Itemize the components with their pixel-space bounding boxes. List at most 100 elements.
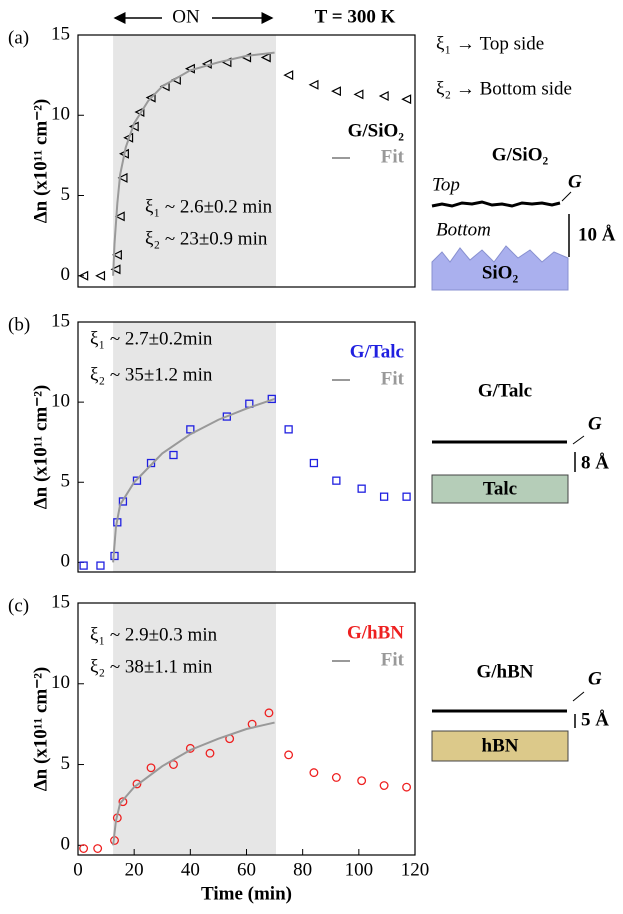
- y-tick-label: 15: [51, 23, 70, 44]
- data-point: [79, 561, 88, 570]
- data-point: [309, 768, 319, 778]
- fit-line: [112, 397, 275, 563]
- substrate-label: Talc: [483, 478, 517, 499]
- plot-frame: [77, 321, 416, 573]
- y-tick-label: 0: [61, 551, 71, 572]
- y-tick-label: 0: [61, 834, 71, 855]
- substrate: [431, 474, 569, 504]
- y-axis-label: Δn (x10¹¹ cm⁻²): [30, 385, 51, 510]
- plot-frame: [77, 34, 416, 288]
- data-point: [357, 484, 366, 493]
- diagram-label: G: [588, 413, 602, 434]
- panel-label: (b): [8, 314, 30, 335]
- data-point: [402, 782, 412, 792]
- data-point: [132, 779, 142, 789]
- x-axis-label: Time (min): [201, 883, 292, 904]
- data-point: [222, 412, 231, 421]
- data-point: [117, 172, 128, 183]
- y-axis-label: Δn (x10¹¹ cm⁻²): [30, 99, 51, 224]
- x-tick-label: 100: [345, 859, 374, 880]
- gap-label: 10 Å: [578, 224, 616, 245]
- side-legend: ξ₂ → Bottom side: [436, 78, 572, 99]
- data-point: [284, 425, 293, 434]
- on-region: [113, 35, 276, 287]
- legend-entry: G/SiO₂: [348, 120, 405, 141]
- data-point: [267, 394, 276, 404]
- data-point: [118, 797, 128, 807]
- substrate: [431, 730, 569, 762]
- y-axis-label: Δn (x10¹¹ cm⁻²): [30, 667, 51, 792]
- data-point: [284, 750, 294, 760]
- substrate-label: hBN: [482, 735, 519, 756]
- data-point: [78, 270, 89, 281]
- x-tick-label: 20: [125, 859, 144, 880]
- data-point: [379, 781, 389, 790]
- annotation: ξ₂ ~ 23±0.9 min: [145, 228, 268, 249]
- graphene: [431, 200, 561, 208]
- y-tick-label: 10: [51, 390, 70, 411]
- data-point: [401, 94, 412, 105]
- data-point: [283, 70, 294, 81]
- data-point: [93, 844, 103, 853]
- panel-label: (a): [8, 27, 29, 48]
- data-point: [357, 776, 367, 786]
- fit-line: [112, 721, 275, 846]
- annotation: ξ₂ ~ 38±1.1 min: [90, 656, 213, 677]
- data-point: [96, 561, 105, 570]
- data-point: [260, 52, 271, 63]
- data-point: [79, 844, 89, 853]
- data-point: [331, 86, 341, 97]
- data-point: [118, 497, 128, 506]
- on-region: [113, 322, 276, 572]
- annotation: ξ₁ ~ 2.9±0.3 min: [90, 624, 218, 645]
- diagram-title: G/SiO₂: [492, 144, 549, 165]
- data-point: [308, 79, 319, 90]
- x-tick-label: 60: [237, 859, 256, 880]
- annotation: ξ₁ ~ 2.6±0.2 min: [145, 196, 273, 217]
- legend-entry: Fit: [381, 649, 405, 670]
- gap-label: 5 Å: [581, 709, 609, 730]
- data-point: [95, 270, 106, 281]
- data-point: [111, 249, 122, 260]
- on-label: ON: [172, 6, 200, 27]
- fit-line: [112, 51, 275, 276]
- data-point: [332, 476, 341, 485]
- legend-entry: G/hBN: [347, 622, 404, 643]
- data-point: [110, 264, 121, 275]
- data-point: [186, 425, 195, 434]
- diagram-label: Bottom: [436, 219, 491, 240]
- x-tick-label: 120: [401, 859, 430, 880]
- pointer: [572, 691, 585, 702]
- data-point: [378, 91, 389, 101]
- data-point: [146, 763, 156, 773]
- plot-frame: [77, 602, 416, 856]
- y-tick-label: 15: [51, 591, 70, 612]
- pointer: [561, 191, 572, 202]
- data-point: [145, 92, 156, 103]
- substrate: [431, 245, 569, 291]
- data-point: [264, 708, 274, 718]
- temperature: T = 300 K: [315, 6, 396, 27]
- y-tick-label: 5: [61, 753, 71, 774]
- legend-entry: Fit: [381, 368, 405, 389]
- annotation: ξ₁ ~ 2.7±0.2min: [90, 328, 213, 349]
- data-point: [114, 211, 125, 222]
- substrate-label: SiO₂: [482, 262, 519, 283]
- pointer: [572, 435, 585, 445]
- y-tick-label: 10: [51, 672, 70, 693]
- data-point: [402, 492, 411, 501]
- diagram-label: G: [568, 171, 582, 192]
- panel-label: (c): [8, 595, 29, 616]
- data-point: [353, 89, 364, 100]
- y-tick-label: 0: [61, 264, 71, 285]
- x-tick-label: 80: [293, 859, 312, 880]
- side-legend: ξ₁ → Top side: [436, 33, 544, 54]
- x-tick-label: 40: [181, 859, 200, 880]
- diagram-title: G/hBN: [476, 661, 533, 682]
- data-point: [169, 450, 178, 460]
- diagram-label: Top: [432, 174, 460, 195]
- data-point: [132, 476, 142, 485]
- y-tick-label: 15: [51, 310, 70, 331]
